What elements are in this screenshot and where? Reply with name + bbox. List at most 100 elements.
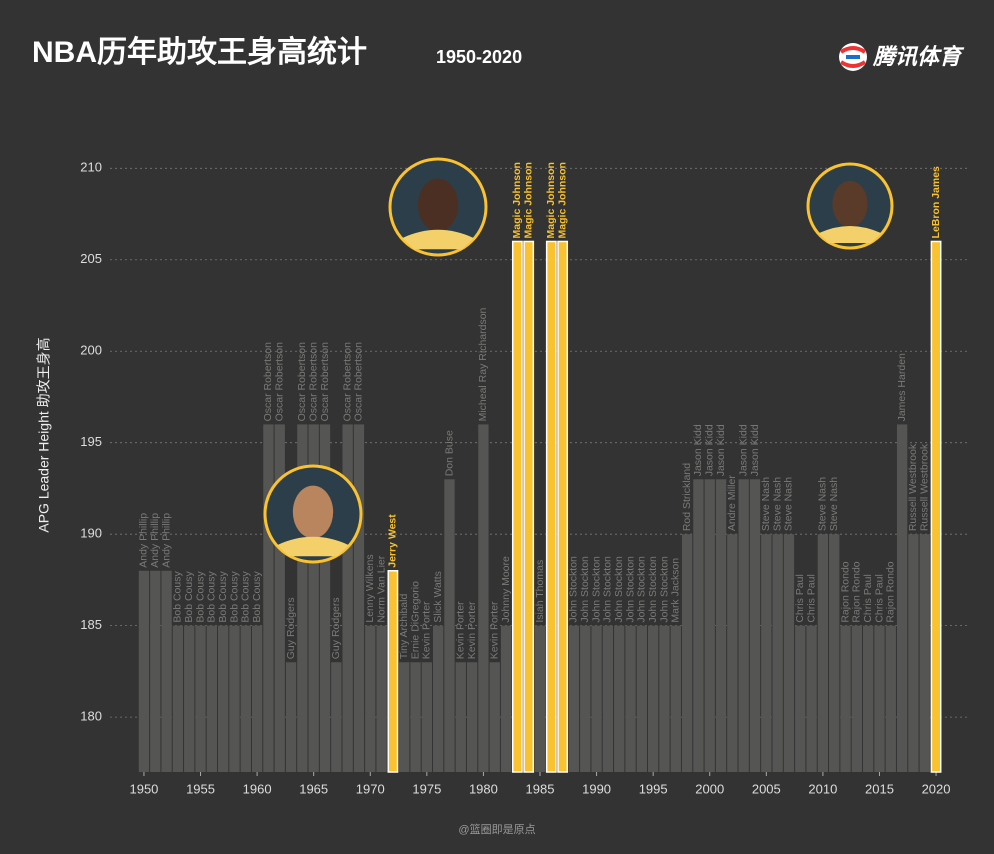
- bar: [806, 625, 817, 772]
- bar: [285, 662, 297, 772]
- bar-label: Bob Cousy: [206, 571, 218, 623]
- bar: [466, 662, 478, 772]
- bar-label: Oscar Robertson: [307, 342, 319, 422]
- bar-label: James Harden: [896, 353, 908, 421]
- bar: [580, 625, 591, 772]
- bar: [478, 424, 489, 772]
- bar-label: Rajon Rondo: [839, 561, 851, 622]
- bar: [218, 625, 229, 772]
- bar: [342, 424, 353, 772]
- player-photo: [806, 162, 894, 250]
- bar: [206, 625, 217, 772]
- photo-jersey: [402, 229, 474, 250]
- bar: [648, 625, 659, 772]
- x-tick-label: 1975: [412, 781, 441, 796]
- x-tick-label: 2000: [695, 781, 724, 796]
- bar: [195, 625, 206, 772]
- bar-label: John Stockton: [579, 556, 591, 623]
- bar: [727, 534, 738, 772]
- bar: [297, 424, 308, 772]
- bar-label: John Stockton: [613, 556, 625, 623]
- bar-label: Steve Nash: [828, 477, 840, 531]
- brand: 腾讯体育: [872, 44, 965, 69]
- source: @篮圈即是原点: [458, 822, 535, 836]
- bar-label: Jason Kidd: [715, 424, 727, 476]
- highlight-bar: [511, 240, 523, 773]
- brand-logo: [839, 43, 867, 71]
- y-tick-label: 185: [80, 617, 102, 632]
- bar-label: Kevin Porter: [466, 601, 478, 659]
- bar-label: Rod Strickland: [681, 463, 693, 531]
- chart-title: NBA历年助攻王身高统计: [32, 35, 367, 69]
- x-tick-label: 2005: [752, 781, 781, 796]
- x-tick-label: 1995: [639, 781, 668, 796]
- bar-label: Oscar Robertson: [274, 342, 286, 422]
- bar-label: Don Buse: [443, 430, 455, 476]
- bar: [274, 424, 285, 772]
- bar: [184, 625, 195, 772]
- bar-label: Lenny Wilkens: [364, 554, 376, 622]
- bar: [681, 534, 693, 772]
- photo-face: [292, 485, 334, 539]
- bar: [410, 662, 421, 772]
- bar-label: Bob Cousy: [228, 571, 240, 623]
- bar-label: Oscar Robertson: [262, 342, 274, 422]
- bar-label: Bob Cousy: [251, 571, 263, 623]
- bar: [885, 625, 896, 772]
- bar: [568, 625, 580, 772]
- bar-label: Steve Nash: [817, 477, 829, 531]
- highlight-bar: [387, 570, 399, 773]
- bar-label: Andy Phillip: [138, 513, 150, 568]
- x-tick-label: 1960: [243, 781, 272, 796]
- bar: [251, 625, 263, 772]
- x-tick-label: 2010: [808, 781, 837, 796]
- y-tick-label: 195: [80, 434, 102, 449]
- bar: [489, 662, 500, 772]
- bar-label: Steve Nash: [760, 477, 772, 531]
- bar: [444, 479, 455, 772]
- bar-label: Russell Westbrook: [907, 443, 919, 531]
- bar-label: Steve Nash: [783, 477, 795, 531]
- bar-label: Magic Johnson: [545, 162, 557, 238]
- bar: [908, 534, 919, 772]
- bar-label: Magic Johnson: [522, 162, 534, 238]
- bar: [749, 479, 761, 772]
- bar-label: Oscar Robertson: [341, 342, 353, 422]
- bar-label: Andy Phillip: [160, 513, 172, 568]
- bar: [919, 534, 930, 772]
- bar: [308, 424, 319, 772]
- bar: [614, 625, 625, 772]
- bar: [625, 625, 636, 772]
- x-tick-label: 2020: [922, 781, 951, 796]
- bar: [399, 662, 410, 772]
- bar-label: John Stockton: [568, 556, 580, 623]
- bar-label: Chris Paul: [805, 574, 817, 622]
- bar-label: Ernie DiGregorio: [409, 581, 421, 659]
- bar: [772, 534, 783, 772]
- bar-label: John Stockton: [602, 556, 614, 623]
- bar-label: Jason Kidd: [749, 424, 761, 476]
- bar-label: John Stockton: [624, 556, 636, 623]
- bar: [455, 662, 466, 772]
- chart-subtitle: 1950-2020: [436, 47, 522, 67]
- y-tick-label: 200: [80, 343, 102, 358]
- bar: [240, 625, 251, 772]
- bar: [783, 534, 795, 772]
- bar: [659, 625, 670, 772]
- bar-label: Oscar Robertson: [319, 342, 331, 422]
- bar-label: Bob Cousy: [172, 571, 184, 623]
- bar: [331, 662, 342, 772]
- bar: [500, 625, 512, 772]
- bar: [534, 625, 546, 772]
- bar: [591, 625, 602, 772]
- bar: [795, 625, 806, 772]
- bar: [365, 625, 376, 772]
- bar: [421, 662, 432, 772]
- bar: [829, 534, 840, 772]
- bar: [874, 625, 885, 772]
- bar-label: Rajon Rondo: [851, 561, 863, 622]
- bar-label: Guy Rodgers: [330, 597, 342, 659]
- bar-label: Mark Jackson: [670, 558, 682, 623]
- bar-label: Andy Phillip: [149, 513, 161, 568]
- bar: [263, 424, 274, 772]
